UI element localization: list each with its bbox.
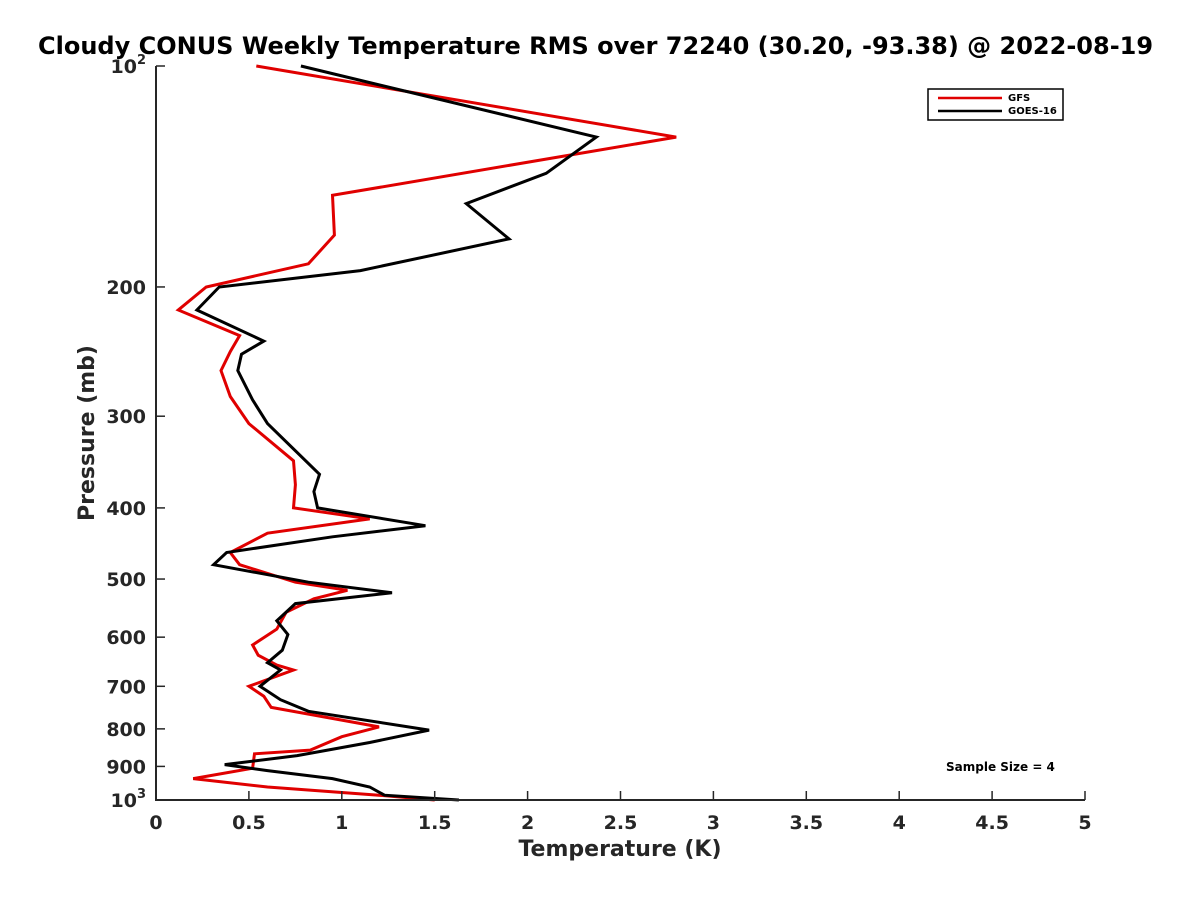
y-tick-label: 800: [106, 719, 146, 741]
y-tick-label: 600: [106, 627, 146, 649]
sample-size-annotation: Sample Size = 4: [946, 760, 1055, 774]
x-tick-label: 0.5: [232, 812, 266, 834]
y-tick-label: 200: [106, 277, 146, 299]
x-axis: 0 0.5 1 1.5 2 2.5 3 3.5 4 4.5 5: [149, 791, 1092, 834]
legend-label-goes16: GOES-16: [1008, 106, 1057, 117]
legend: GFS GOES-16: [927, 88, 1064, 121]
y-tick-label: 300: [106, 406, 146, 428]
x-tick-label: 5: [1078, 812, 1091, 834]
y-axis-label: Pressure (mb): [75, 345, 100, 521]
y-tick-label: 102: [111, 53, 147, 78]
x-tick-label: 1: [335, 812, 348, 834]
series-line-gfs: [175, 64, 677, 802]
y-tick-label: 700: [106, 676, 146, 698]
y-tick-label: 500: [106, 569, 146, 591]
legend-box: [927, 88, 1064, 121]
y-tick-label: 103: [111, 787, 147, 812]
x-tick-label: 3: [707, 812, 720, 834]
x-tick-label: 2: [521, 812, 534, 834]
axes-frame: [155, 66, 1085, 801]
series-line-goes16: [194, 64, 600, 802]
x-tick-label: 4.5: [975, 812, 1009, 834]
y-tick-label: 900: [106, 756, 146, 778]
plot-area: [175, 64, 677, 802]
legend-label-gfs: GFS: [1008, 93, 1030, 104]
y-tick-label: 400: [106, 498, 146, 520]
x-tick-label: 2.5: [604, 812, 638, 834]
chart-title: Cloudy CONUS Weekly Temperature RMS over…: [38, 32, 1153, 60]
y-axis: 102 200 300 400 500 600 700 800 900 103: [106, 53, 165, 812]
x-tick-label: 3.5: [789, 812, 823, 834]
x-tick-label: 1.5: [418, 812, 452, 834]
x-axis-label: Temperature (K): [518, 837, 721, 862]
x-tick-label: 0: [149, 812, 162, 834]
x-tick-label: 4: [893, 812, 906, 834]
